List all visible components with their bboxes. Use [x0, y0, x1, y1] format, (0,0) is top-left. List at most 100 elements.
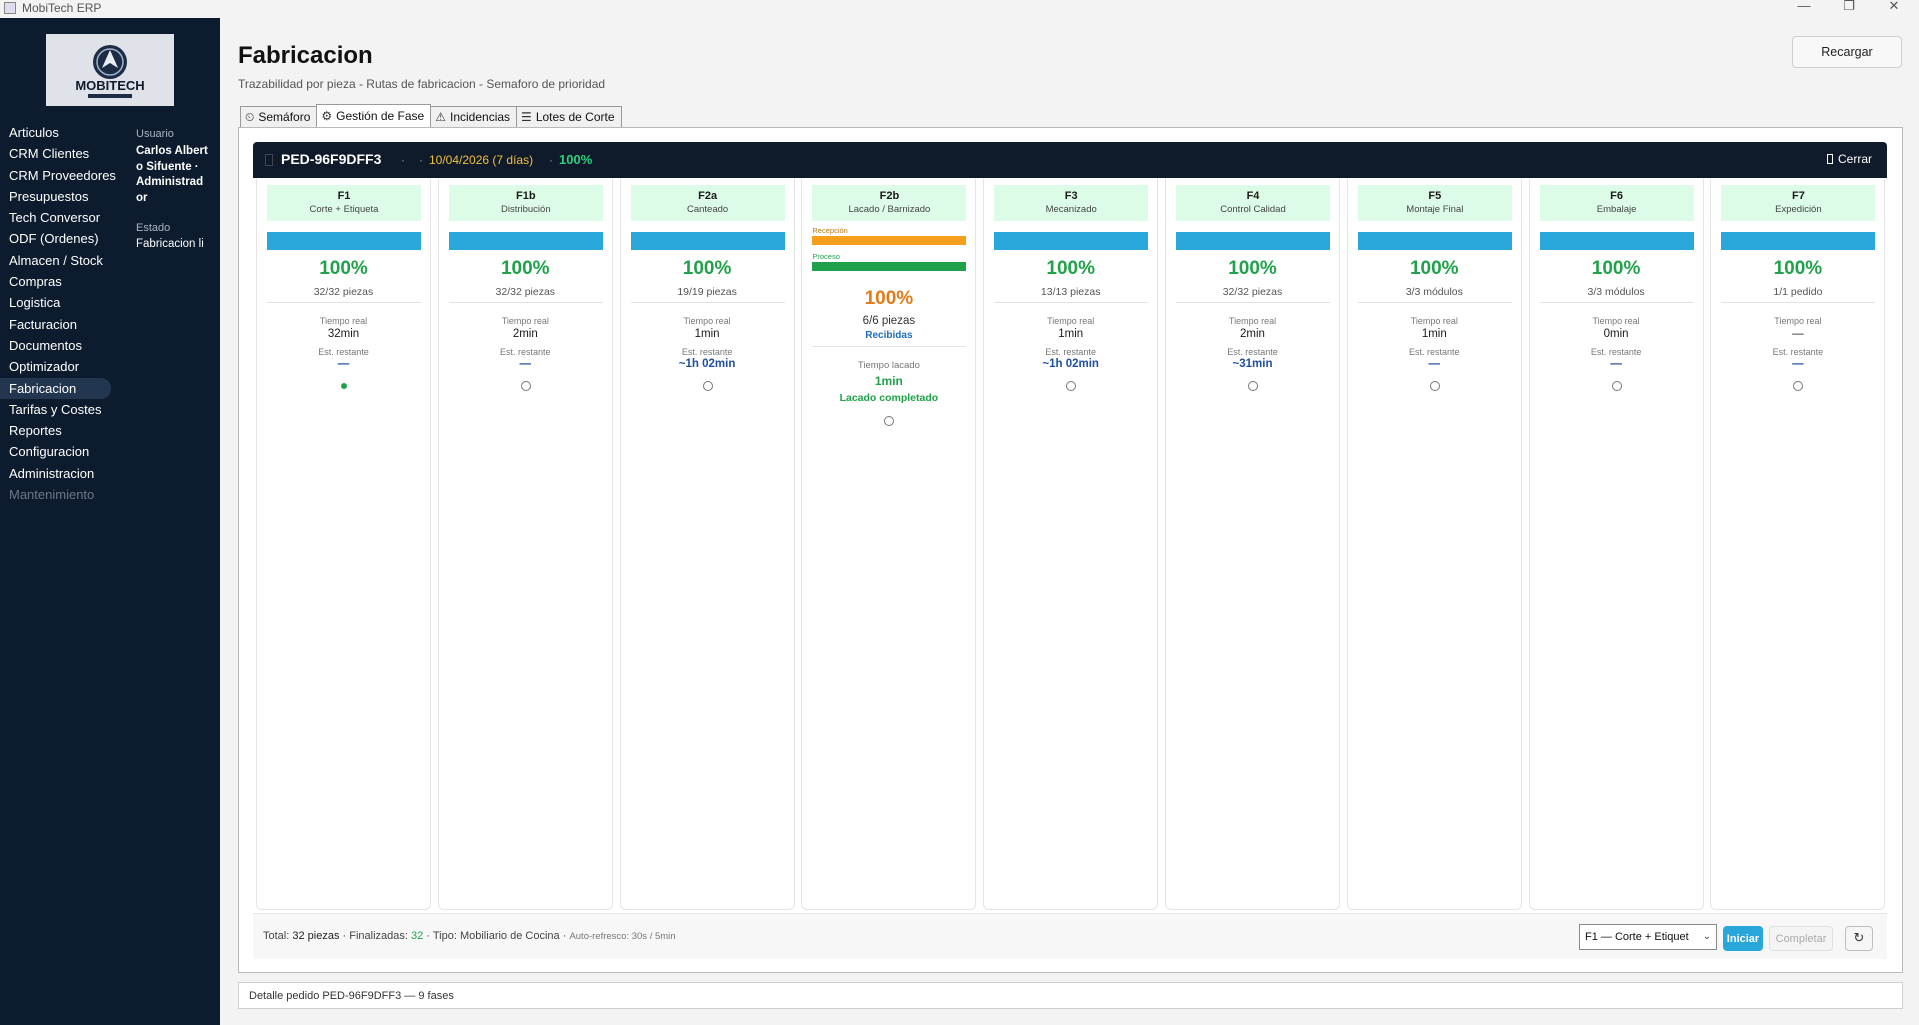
start-phase-button[interactable]: Iniciar	[1723, 926, 1763, 951]
phase-progress-bar	[1176, 232, 1330, 250]
phase-percent: 100%	[500, 258, 550, 279]
phase-select[interactable]: F1 — Corte + Etiquet ⌄	[1579, 924, 1717, 950]
real-time-label: Tiempo real	[1592, 316, 1640, 326]
phase-pieces: 13/13 piezas	[1040, 286, 1101, 298]
sidebar-item-fabricacion[interactable]: Fabricacion	[0, 377, 111, 399]
total-value: 32 piezas	[292, 930, 340, 942]
estimated-remaining-label: Est. restante	[681, 347, 733, 357]
estado-label: Estado	[136, 222, 171, 234]
phase-code: F4	[1246, 190, 1260, 202]
separator: ·	[562, 930, 567, 942]
gear-icon: ⚙	[321, 109, 333, 123]
sidebar-item-crm-proveedores[interactable]: CRM Proveedores	[9, 167, 116, 183]
sidebar-item-configuracion[interactable]: Configuracion	[9, 444, 90, 460]
sidebar-item-facturacion[interactable]: Facturacion	[9, 316, 77, 332]
phase-radio[interactable]	[341, 383, 347, 389]
sidebar-item-administracion[interactable]: Administracion	[9, 465, 95, 481]
phase-radio[interactable]	[1066, 381, 1077, 391]
maximize-icon[interactable]: ❐	[1843, 0, 1855, 13]
divider	[1357, 302, 1512, 303]
phase-progress-bar	[630, 232, 785, 250]
estimated-remaining-value: —	[337, 358, 350, 370]
sidebar-item-tech-conversor[interactable]: Tech Conversor	[9, 210, 101, 226]
tab-gestion-de-fase[interactable]: ⚙ Gestión de Fase	[316, 104, 432, 128]
phase-progress-bar	[1357, 232, 1512, 250]
separator: ·	[342, 930, 347, 942]
estimated-remaining-label: Est. restante	[318, 347, 369, 357]
sidebar-item-mantenimiento: Mantenimiento	[9, 487, 95, 503]
phase-radio[interactable]	[1248, 381, 1258, 391]
reload-button[interactable]: Recargar	[1792, 36, 1902, 68]
phase-radio[interactable]	[702, 381, 713, 391]
phase-header: F5 Montaje Final	[1357, 185, 1512, 221]
phase-radio[interactable]	[1793, 381, 1804, 391]
phase-percent: 100%	[1046, 258, 1095, 279]
phase-progress-bar	[994, 232, 1149, 250]
sidebar-item-articulos[interactable]: Articulos	[9, 125, 59, 140]
sidebar-item-odf-ordenes[interactable]: ODF (Ordenes)	[9, 231, 99, 247]
real-time-label: Tiempo real	[319, 316, 368, 326]
phase-percent: 100%	[1228, 258, 1277, 279]
phase-radio[interactable]	[520, 381, 531, 391]
sidebar-item-compras[interactable]: Compras	[9, 274, 62, 290]
phase-header: F6 Embalaje	[1539, 185, 1694, 221]
real-time-value: 0min	[1603, 328, 1629, 340]
estimated-remaining-value: ~1h 02min	[678, 358, 736, 370]
phase-header: F4 Control Calidad	[1176, 185, 1330, 221]
real-time-label: Tiempo real	[1774, 316, 1822, 326]
separator: ·	[426, 930, 430, 942]
phase-pieces: 3/3 módulos	[1587, 286, 1645, 298]
user-name: Carlos Alberto Sifuente · Administrador	[136, 145, 208, 204]
refresh-icon[interactable]: ↻	[1845, 926, 1873, 951]
phase-management-panel: PED-96F9DFF3 · · 10/04/2026 (7 días) · 1…	[238, 127, 1903, 973]
total-label: Total:	[263, 930, 290, 942]
phase-code: F7	[1791, 190, 1805, 202]
phase-header: F3 Mecanizado	[994, 185, 1149, 221]
sidebar-item-almacen-stock[interactable]: Almacen / Stock	[9, 252, 103, 268]
sidebar-item-logistica[interactable]: Logistica	[9, 295, 61, 311]
sidebar-item-optimizador[interactable]: Optimizador	[9, 359, 80, 375]
complete-phase-button[interactable]: Completar	[1769, 926, 1833, 951]
real-time-label: Tiempo real	[1047, 316, 1095, 326]
phase-name: Control Calidad	[1220, 204, 1286, 215]
sidebar-item-reportes[interactable]: Reportes	[9, 423, 62, 439]
estimated-remaining-value: ~31min	[1232, 358, 1273, 370]
auto-refresh-info: Auto-refresco: 30s / 5min	[569, 931, 676, 942]
phase-code: F3	[1064, 190, 1078, 202]
phase-header: F1b Distribución	[448, 185, 603, 221]
minimize-icon[interactable]: —	[1797, 0, 1811, 13]
lacquer-done-status: Lacado completado	[839, 392, 939, 404]
phase-column-f4: F4 Control Calidad 100% 32/32 piezas Tie…	[1165, 178, 1340, 910]
tab-lotes-de-corte[interactable]: ☰ Lotes de Corte	[516, 106, 622, 128]
phase-code: F1b	[516, 190, 536, 202]
tab-semaforo[interactable]: ⏲ Semáforo	[240, 106, 318, 128]
estimated-remaining-value: ~1h 02min	[1042, 358, 1099, 370]
reception-progress-bar	[812, 236, 967, 245]
phase-column-f1b: F1b Distribución 100% 32/32 piezas Tiemp…	[437, 178, 613, 910]
sidebar-item-tarifas-y-costes[interactable]: Tarifas y Costes	[9, 401, 102, 417]
phase-radio[interactable]	[1611, 381, 1622, 391]
sidebar-item-presupuestos[interactable]: Presupuestos	[9, 188, 89, 204]
page-subtitle: Trazabilidad por pieza - Rutas de fabric…	[238, 77, 606, 91]
tab-incidencias[interactable]: ⚠ Incidencias	[430, 106, 518, 128]
window-title: MobiTech ERP	[22, 1, 102, 15]
estimated-remaining-label: Est. restante	[500, 347, 551, 357]
phase-pieces: 19/19 piezas	[677, 286, 737, 298]
real-time-value: 1min	[1058, 328, 1084, 340]
estimated-remaining-value: —	[1428, 358, 1441, 370]
close-order-button[interactable]: Cerrar	[1827, 152, 1872, 166]
phase-radio[interactable]	[1429, 381, 1440, 391]
close-icon[interactable]: ✕	[1888, 0, 1900, 13]
estimated-remaining-value: —	[1610, 358, 1622, 370]
phase-percent: 100%	[1773, 258, 1823, 279]
phase-name: Lacado / Barnizado	[848, 204, 931, 215]
status-bar: Detalle pedido PED-96F9DFF3 — 9 fases	[238, 982, 1903, 1009]
real-time-label: Tiempo real	[501, 316, 549, 326]
sidebar-nav: Articulos CRM Clientes CRM Proveedores Pres…	[0, 122, 120, 505]
order-id: PED-96F9DFF3	[281, 151, 382, 167]
phase-pieces: 32/32 piezas	[1222, 286, 1283, 298]
sidebar-item-documentos[interactable]: Documentos	[9, 337, 82, 353]
order-header: PED-96F9DFF3 · · 10/04/2026 (7 días) · 1…	[253, 142, 1887, 178]
sidebar-item-crm-clientes[interactable]: CRM Clientes	[9, 146, 90, 162]
phase-radio[interactable]	[884, 416, 895, 426]
